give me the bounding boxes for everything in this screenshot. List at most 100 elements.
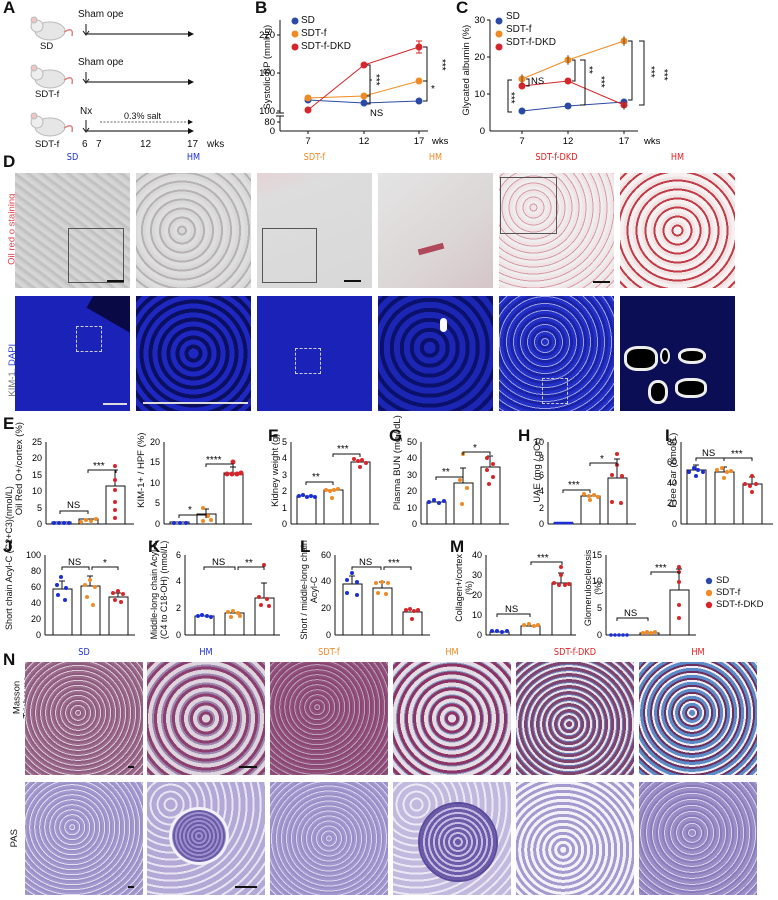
svg-text:****: **** [206,455,222,466]
legend-dots [291,17,299,51]
col-title-dkd: SDT-f-DKD [535,152,578,163]
panel-label-e: E [3,414,15,433]
micrograph-kim-sd [15,296,130,411]
micrograph-masson-sd [25,662,143,775]
sham-ope-label: Sham ope [78,57,124,68]
col-title-hm: HM [199,647,213,658]
y-axis-label: Oil Red O+/cortex (%) [13,422,25,516]
svg-text:**: ** [442,467,450,478]
chart-g-bars: 50 40 30 20 10 0 ** * [407,437,509,529]
timeline-arrows [82,24,194,134]
panel-label-f: F [268,426,279,445]
micrograph-oil-sdtf-hm [378,173,493,288]
svg-text:10: 10 [472,610,482,620]
svg-text:40: 40 [472,550,482,560]
micrograph-kim-sdtf-hm [378,296,493,411]
svg-text:*: * [431,84,435,95]
legend-item-sd: SD [301,15,315,26]
svg-text:100: 100 [26,550,41,560]
chart-e2-bars: 20 15 10 5 0 * **** [150,437,252,529]
svg-text:10: 10 [150,478,160,488]
svg-text:3: 3 [282,470,287,480]
svg-text:40: 40 [31,598,41,608]
svg-text:0: 0 [597,630,602,640]
micrograph-pas-dkd-hm [639,782,757,895]
y-axis-label: Short chain Acyl-C (C2+C3)(nmol/L) [4,486,15,630]
panel-label-m: M [450,537,465,556]
legend-item-dkd: SDT-f-DKD [301,41,351,52]
svg-text:10: 10 [534,437,544,447]
chart-j-bars: 100 80 60 40 20 0 NS * [26,550,135,640]
sham-ope-label: Sham ope [78,9,124,20]
micrograph-masson-dkd [516,662,634,775]
svg-text:40: 40 [667,478,677,488]
svg-text:***: *** [595,76,606,88]
legend-dots [495,17,503,51]
svg-text:***: *** [436,59,447,71]
timeline-tick: 7 [96,139,102,150]
micrograph-kim-sdtf [257,296,372,411]
legend-item-sd: SD [716,575,730,586]
svg-text:0: 0 [412,519,417,529]
svg-text:6: 6 [176,550,181,560]
svg-text:***: *** [93,461,105,472]
svg-text:7: 7 [305,136,310,147]
svg-text:15: 15 [150,457,160,467]
micrograph-oil-sd-hm [136,173,251,288]
micrograph-pas-sdtf-hm [393,782,511,895]
svg-text:5: 5 [597,603,602,613]
svg-text:0: 0 [155,519,160,529]
svg-text:2: 2 [282,486,287,496]
svg-text:15: 15 [32,470,42,480]
panel-label-b: B [255,0,268,17]
svg-text:***: *** [505,92,516,104]
svg-text:NS: NS [359,557,372,568]
chart-h-bars: 10 8 6 4 2 0 *** * [534,437,636,529]
micrograph-kim-dkd [499,296,614,411]
svg-text:1: 1 [282,503,287,513]
svg-text:*: * [473,443,477,454]
chart-f-bars: 5 4 3 2 1 0 ** *** [282,437,379,529]
micrograph-pas-sd-hm [147,782,265,895]
svg-text:4: 4 [176,576,181,586]
svg-text:0: 0 [480,126,485,137]
svg-text:0: 0 [282,519,287,529]
micrograph-pas-dkd [516,782,634,895]
col-title-hm: HM [428,152,443,163]
micrograph-oil-sdtf [257,173,372,288]
legend-item-sd: SD [506,11,520,22]
col-title-sdtf: SDT-f [303,152,326,163]
svg-text:wks: wks [643,136,661,147]
svg-text:NS: NS [505,604,518,615]
legend-item-sdtf: SDT-f [506,24,532,35]
micrograph-masson-dkd-hm [639,662,757,775]
svg-text:***: *** [388,558,400,569]
svg-text:wks: wks [431,136,449,147]
svg-text:6: 6 [539,470,544,480]
legend-item-sdtf: SDT-f [716,587,741,598]
svg-text:***: *** [537,553,549,564]
svg-text:*: * [188,505,192,516]
panel-label-k: K [148,537,161,556]
svg-text:NS: NS [212,557,225,568]
svg-text:0: 0 [176,630,181,640]
y-axis-label: Plasma BUN (mg / dL) [391,415,403,511]
micrograph-pas-sd [25,782,143,895]
svg-text:10: 10 [474,89,485,100]
svg-text:30: 30 [407,470,417,480]
y-axis-label: KIM-1+ / HPF (%) [135,432,147,508]
timeline-tick: 17 [187,139,199,150]
chart-m1-bars: 40 30 20 10 0 NS *** [472,550,576,640]
svg-text:17: 17 [414,136,425,147]
svg-text:20: 20 [407,486,417,496]
svg-text:40: 40 [321,576,331,586]
chart-l-bars: 60 40 20 0 NS *** [321,550,430,640]
svg-text:10: 10 [407,503,417,513]
col-title-dkd: SDT-f-DKD [553,647,597,658]
svg-text:20: 20 [321,603,331,613]
svg-text:80: 80 [667,437,677,447]
svg-text:60: 60 [321,550,331,560]
micrograph-oil-sd [15,173,130,288]
col-title-sdtf: SDT-f [318,647,340,658]
svg-text:20: 20 [150,437,160,447]
